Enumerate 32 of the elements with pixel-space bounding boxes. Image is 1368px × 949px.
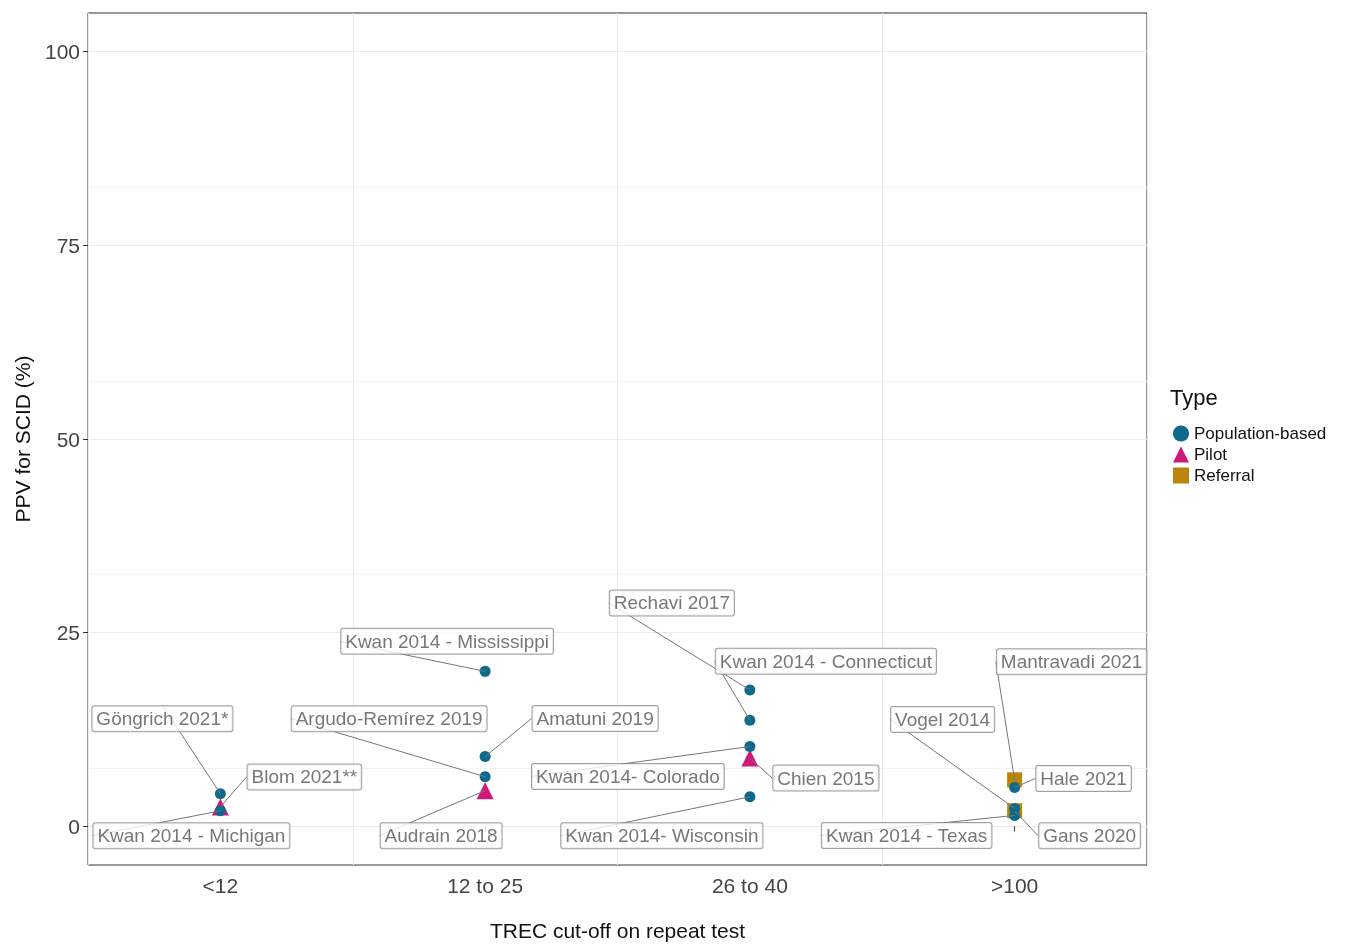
annotation: Kwan 2014 - Mississippi xyxy=(345,630,550,652)
legend-title: Type xyxy=(1170,384,1218,410)
y-tick-label: 25 xyxy=(56,621,80,645)
annotation: Hale 2021 xyxy=(1040,768,1127,790)
annotation: Rechavi 2017 xyxy=(613,592,730,614)
y-axis-title: PPV for SCID (%) xyxy=(11,355,34,523)
annotation: Kwan 2014 - Connecticut xyxy=(719,650,933,672)
annotation: Argudo-Remírez 2019 xyxy=(295,708,483,730)
x-tick-label: >100 xyxy=(990,874,1039,897)
y-tick-label: 0 xyxy=(68,814,80,838)
annotation: Audrain 2018 xyxy=(384,825,498,847)
x-tick-label: 26 to 40 xyxy=(711,874,788,897)
annotation: Kwan 2014 - Texas xyxy=(826,824,988,846)
y-tick-label: 50 xyxy=(56,427,80,451)
annotation: Vogel 2014 xyxy=(895,708,991,730)
annotation: Kwan 2014 - Michigan xyxy=(97,825,286,847)
y-tick-label: 100 xyxy=(44,40,80,64)
x-tick-label: <12 xyxy=(202,874,239,897)
legend-label: Referral xyxy=(1194,466,1255,485)
annotation: Amatuni 2019 xyxy=(536,708,654,730)
annotation: Chien 2015 xyxy=(777,767,875,789)
annotation: Gans 2020 xyxy=(1043,825,1137,847)
annotation: Mantravadi 2021 xyxy=(1000,651,1143,673)
annotation: Blom 2021** xyxy=(251,766,358,788)
annotation: Göngrich 2021* xyxy=(96,708,229,730)
legend-label: Population-based xyxy=(1194,424,1327,443)
annotation: Kwan 2014- Wisconsin xyxy=(565,825,759,847)
y-tick-label: 75 xyxy=(56,233,80,257)
x-axis-title: TREC cut-off on repeat test xyxy=(489,919,746,942)
x-tick-label: 12 to 25 xyxy=(447,874,524,897)
annotation: Kwan 2014- Colorado xyxy=(535,765,720,787)
legend-label: Pilot xyxy=(1194,445,1228,464)
